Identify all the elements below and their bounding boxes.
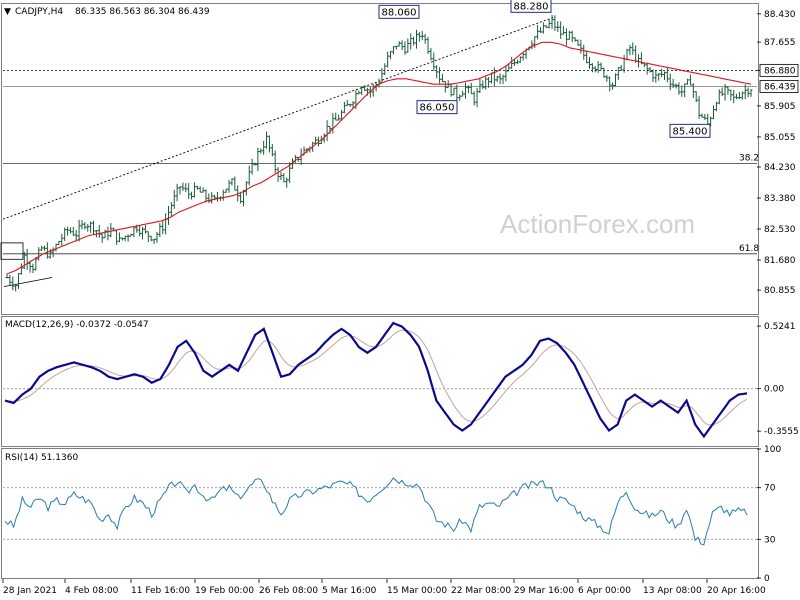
macd-panel-frame (1, 316, 759, 447)
fib-label: 61.8 (739, 244, 759, 254)
last-price-tag-box (759, 80, 799, 93)
y-tick-label: 81.680 (764, 256, 796, 266)
trend-line (2, 16, 556, 220)
x-tick-label: 5 Mar 16:00 (322, 586, 377, 596)
x-tick-label: 15 Mar 00:00 (387, 586, 447, 596)
rsi-title: RSI(14) 51.1360 (5, 453, 78, 463)
level-tag-label: 86.880 (764, 66, 796, 76)
fib-label: 38.2 (739, 153, 759, 163)
rsi-y-tick-label: 0 (764, 574, 770, 584)
macd-y-tick-label: 0.00 (764, 385, 784, 395)
macd-line (4, 321, 748, 439)
x-tick-label: 20 Apr 16:00 (707, 586, 766, 596)
x-tick-label: 13 Apr 08:00 (643, 586, 702, 596)
rsi-plot (3, 477, 757, 546)
symbol-label: CADJPY,H4 (15, 7, 63, 17)
x-tick-label: 26 Feb 08:00 (259, 586, 318, 596)
rsi-y-tick-label: 70 (764, 484, 776, 494)
price-panel-frame (1, 3, 759, 315)
price-annotation-box (378, 4, 420, 19)
price-annotation-box (669, 123, 711, 138)
price-annotation-label: 88.280 (514, 1, 549, 12)
macd-title: MACD(12,26,9) -0.0372 -0.0547 (5, 320, 149, 330)
y-tick-label: 82.530 (764, 225, 796, 235)
level-tag-box (759, 63, 799, 77)
price-header: ▼ CADJPY,H4 86.335 86.563 86.304 86.439 (4, 7, 210, 17)
rsi-y-tick-label: 100 (764, 445, 781, 455)
watermark: ActionForex.com (500, 209, 695, 239)
price-annotation-label: 88.060 (382, 7, 417, 18)
trend-line (3, 277, 53, 288)
price-annotation-box (510, 0, 552, 13)
x-tick-label: 11 Feb 16:00 (131, 586, 190, 596)
x-tick-label: 28 Jan 2021 (3, 586, 57, 596)
range-box (0, 242, 24, 260)
y-tick-label: 85.055 (764, 133, 796, 143)
x-tick-label: 29 Mar 16:00 (514, 586, 574, 596)
ohlc-readout: 86.335 86.563 86.304 86.439 (75, 7, 210, 17)
macd-plot (3, 321, 757, 439)
x-tick-label: 19 Feb 00:00 (195, 586, 254, 596)
macd-y-tick-label: 0.5241 (764, 322, 796, 332)
moving-average-line (6, 41, 752, 275)
x-tick-label: 22 Mar 08:00 (451, 586, 511, 596)
x-tick-label: 6 Apr 00:00 (578, 586, 631, 596)
rsi-line (4, 477, 748, 546)
x-tick-label: 4 Feb 08:00 (65, 586, 119, 596)
y-tick-label: 83.380 (764, 194, 796, 204)
rsi-y-tick-label: 30 (764, 535, 776, 545)
price-annotation-box (416, 100, 458, 115)
y-tick-label: 80.855 (764, 286, 796, 296)
price-annotation-label: 86.050 (420, 103, 455, 114)
y-tick-label: 84.230 (764, 163, 796, 173)
last-price-tag-label: 86.439 (764, 82, 796, 92)
price-plot: 38.2 61.8 88.060 88.280 86.050 85.400 (0, 0, 759, 292)
price-annotation-label: 85.400 (673, 126, 708, 137)
macd-y-tick-label: -0.3555 (764, 427, 799, 437)
y-tick-label: 85.905 (764, 102, 796, 112)
chart-expand-icon[interactable]: ▼ (4, 7, 11, 17)
axes: 88.430 87.655 86.880 85.905 85.055 84.230 83.3… (2, 10, 799, 596)
rsi-panel-frame (1, 448, 759, 579)
y-tick-label: 88.430 (764, 10, 796, 20)
y-tick-label: 87.655 (764, 38, 796, 48)
